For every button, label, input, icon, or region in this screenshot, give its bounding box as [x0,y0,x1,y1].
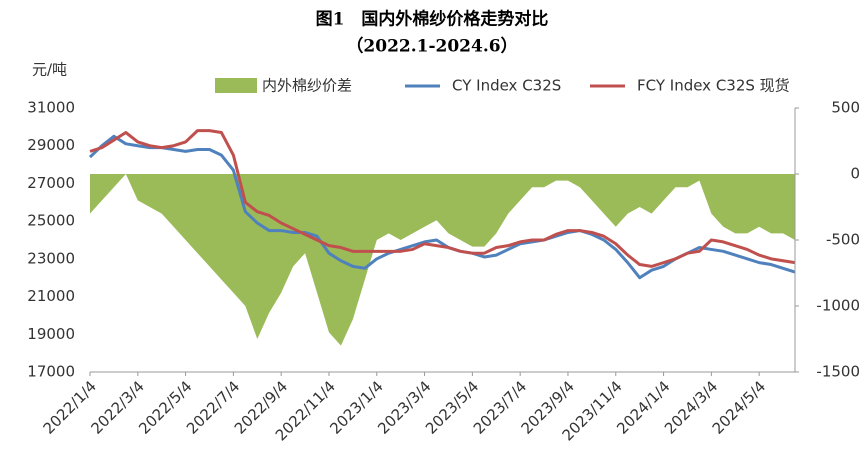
y-tick-label: 31000 [27,99,75,117]
legend-label: FCY Index C32S 现货 [637,77,790,95]
y2-tick-label: 500 [831,99,860,117]
legend-label: 内外棉纱价差 [262,77,352,95]
line [89,129,796,268]
y2-tick-label: -500 [826,231,860,249]
legend-label: CY Index C32S [452,77,561,95]
x-tick-label: 2024/5/4 [709,377,769,437]
y-tick-label: 19000 [27,325,75,343]
y-axis-label: 元/吨 [32,61,67,79]
area [90,174,795,346]
y2-tick-label: 0 [850,165,860,183]
y-tick-label: 21000 [27,287,75,305]
chart-subtitle: （2022.1-2024.6） [346,36,517,57]
y-tick-label: 23000 [27,249,75,267]
y-tick-label: 25000 [27,212,75,230]
y-tick-label: 17000 [27,363,75,381]
y2-tick-label: -1500 [816,363,860,381]
legend-swatch [215,78,257,93]
y-tick-label: 27000 [27,174,75,192]
chart-title: 图1 国内外棉纱价格走势对比 [316,9,549,30]
y2-tick-label: -1000 [816,297,860,315]
y-tick-label: 29000 [27,136,75,154]
